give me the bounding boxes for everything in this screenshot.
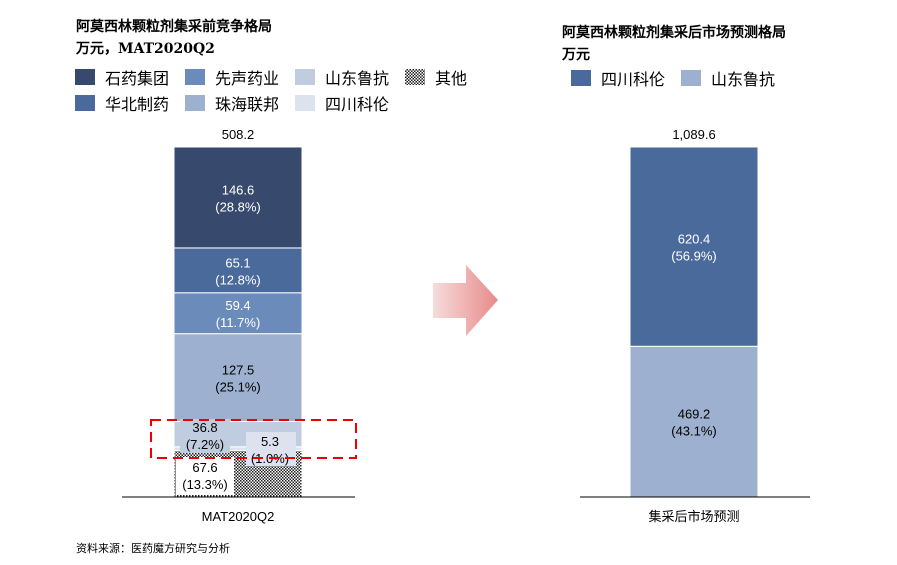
legend-item: 华北制药 <box>75 91 169 115</box>
bar-segment <box>629 345 759 498</box>
legend-label: 先声药业 <box>215 69 280 88</box>
x-tick-label: 集采后市场预测 <box>648 509 739 524</box>
bar-segment <box>173 333 303 422</box>
legend-item: 山东鲁抗 <box>681 66 775 90</box>
title-text: 阿莫西林颗粒剂集采后市场预测格局 <box>562 25 786 41</box>
legend-swatch <box>185 95 205 111</box>
legend-item: 珠海联邦 <box>185 91 279 115</box>
legend-item: 石药集团 <box>75 65 169 89</box>
legend-label: 四川科伦 <box>325 95 390 114</box>
legend-swatch <box>75 69 95 85</box>
data-label-value: 36.8 <box>192 420 217 435</box>
legend-swatch <box>681 70 701 86</box>
subtitle-text: 万元，MAT2020Q2 <box>76 41 215 57</box>
data-label-pct: (11.7%) <box>216 315 261 330</box>
legend-label: 珠海联邦 <box>215 95 280 114</box>
bar-segment <box>173 292 303 335</box>
legend-label: 山东鲁抗 <box>711 70 776 89</box>
legend-swatch <box>185 69 205 85</box>
total-label: 1,089.6 <box>672 127 715 142</box>
legend-item: 先声药业 <box>185 65 279 89</box>
data-label-value: 67.6 <box>192 460 217 475</box>
right-chart-title: 阿莫西林颗粒剂集采后市场预测格局 万元 <box>562 22 786 66</box>
data-label-pct: (13.3%) <box>182 477 228 492</box>
data-label-value: 59.4 <box>225 298 250 313</box>
legend-swatch <box>405 69 425 85</box>
subtitle-text: 万元 <box>562 47 590 63</box>
legend-swatch <box>75 95 95 111</box>
data-label-value: 469.2 <box>678 407 711 422</box>
data-label-value: 146.6 <box>222 182 255 197</box>
data-label-pct: (12.8%) <box>215 272 261 287</box>
data-label-pct: (28.8%) <box>215 199 261 214</box>
legend-item: 四川科伦 <box>295 91 389 115</box>
legend-swatch <box>295 69 315 85</box>
legend-label: 华北制药 <box>105 95 170 114</box>
data-label-bg <box>180 419 230 453</box>
data-label-value: 5.3 <box>261 434 279 449</box>
left-chart-title: 阿莫西林颗粒剂集采前竞争格局 万元，MAT2020Q2 <box>76 16 272 60</box>
legend-label: 石药集团 <box>105 69 170 88</box>
bar-segment <box>173 146 303 249</box>
data-label-value: 620.4 <box>678 232 711 247</box>
data-label-pct: (25.1%) <box>215 380 261 395</box>
total-label: 508.2 <box>222 127 255 142</box>
legend-label: 四川科伦 <box>601 70 666 89</box>
x-tick-label: MAT2020Q2 <box>202 509 275 524</box>
transition-arrow <box>433 265 498 336</box>
data-label-value: 65.1 <box>225 255 250 270</box>
legend-swatch <box>571 70 591 86</box>
data-label-pct: (43.1%) <box>671 424 717 439</box>
data-label-value: 127.5 <box>222 363 255 378</box>
legend-item: 四川科伦 <box>571 66 665 90</box>
data-label-bg <box>176 457 234 495</box>
legend-label: 山东鲁抗 <box>325 69 390 88</box>
data-label-pct: (56.9%) <box>671 249 717 264</box>
data-label-bg <box>246 432 296 466</box>
legend-label: 其他 <box>435 69 468 88</box>
bar-segment <box>173 247 303 294</box>
bar-segment <box>629 146 759 347</box>
legend-item: 其他 <box>405 65 467 89</box>
title-text: 阿莫西林颗粒剂集采前竞争格局 <box>76 19 272 35</box>
highlight-box <box>150 419 357 459</box>
source-note: 资料来源：医药魔方研究与分析 <box>76 542 230 555</box>
legend-item: 山东鲁抗 <box>295 65 389 89</box>
data-label-pct: (7.2%) <box>186 437 224 452</box>
legend-swatch <box>295 95 315 111</box>
